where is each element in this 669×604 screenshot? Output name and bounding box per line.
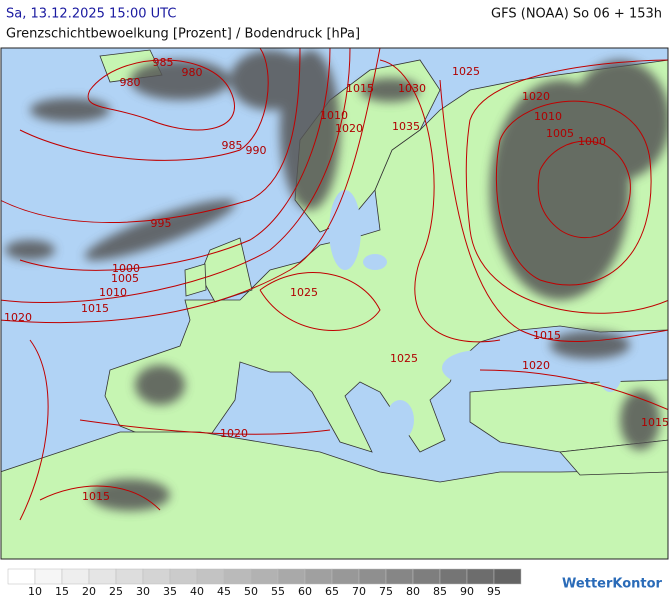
isobar-label: 1025	[390, 352, 418, 365]
legend-label: 35	[163, 585, 177, 598]
legend-swatch	[196, 568, 225, 585]
isobar-label: 1025	[452, 65, 480, 78]
isobar-label: 1015	[81, 302, 109, 315]
isobar-label: 1010	[320, 109, 348, 122]
isobar-label: 1005	[111, 272, 139, 285]
isobar-label: 1015	[346, 82, 374, 95]
isobar-label: 1025	[290, 286, 318, 299]
isobar-label: 1020	[335, 122, 363, 135]
legend-swatch	[304, 568, 333, 585]
legend-label: 25	[109, 585, 123, 598]
isobar-label: 1015	[641, 416, 669, 429]
isobar-label: 1020	[220, 427, 248, 440]
legend-label: 45	[217, 585, 231, 598]
isobar-label: 1015	[82, 490, 110, 503]
isobar-label: 1010	[99, 286, 127, 299]
legend-label: 55	[271, 585, 285, 598]
legend-swatch	[277, 568, 306, 585]
legend-label: 10	[28, 585, 42, 598]
valid-time: Sa, 13.12.2025 15:00 UTC	[6, 7, 176, 22]
legend-label: 75	[379, 585, 393, 598]
legend-label: 95	[487, 585, 501, 598]
legend-label: 70	[352, 585, 366, 598]
legend-swatch	[115, 568, 144, 585]
legend-swatch	[412, 568, 441, 585]
isobar-label: 1020	[522, 90, 550, 103]
legend-swatch	[88, 568, 117, 585]
legend-swatch	[439, 568, 468, 585]
isobars	[1, 48, 668, 521]
isobar-label: 1020	[4, 311, 32, 324]
legend-label: 90	[460, 585, 474, 598]
brand: WetterKontor	[562, 577, 663, 592]
legend-swatch	[169, 568, 198, 585]
cloud-cover	[5, 50, 668, 511]
legend-swatch	[61, 568, 90, 585]
isobar-label: 1000	[112, 262, 140, 275]
isobar-label: 1010	[534, 110, 562, 123]
isobar-label: 1005	[546, 127, 574, 140]
isobar-label: 1000	[578, 135, 606, 148]
legend-label: 65	[325, 585, 339, 598]
legend-label: 60	[298, 585, 312, 598]
legend-swatch	[223, 568, 252, 585]
legend-label: 15	[55, 585, 69, 598]
isobar-label: 1030	[398, 82, 426, 95]
isobar-label: 1035	[392, 120, 420, 133]
legend-swatch	[331, 568, 360, 585]
isobar-label: 990	[246, 144, 267, 157]
legend-label: 85	[433, 585, 447, 598]
subtitle: Grenzschichtbewoelkung [Prozent] / Boden…	[6, 27, 360, 42]
isobar-label: 1020	[522, 359, 550, 372]
isobar-label: 985	[153, 56, 174, 69]
isobar-label: 980	[182, 66, 203, 79]
legend-swatch	[385, 568, 414, 585]
legend-label: 20	[82, 585, 96, 598]
legend: 10 15 20 25 30 35 40 45 50 55 60 65 70 75 80 85 90 95	[7, 568, 522, 598]
isobar-label: 980	[120, 76, 141, 89]
map-frame	[0, 47, 669, 560]
isobar-label: 1015	[533, 329, 561, 342]
legend-swatch	[250, 568, 279, 585]
legend-swatch	[466, 568, 495, 585]
legend-label: 80	[406, 585, 420, 598]
isobar-label: 995	[151, 217, 172, 230]
legend-swatch	[34, 568, 63, 585]
legend-label: 50	[244, 585, 258, 598]
legend-swatch	[493, 568, 522, 585]
model-run: GFS (NOAA) So 06 + 153h	[491, 7, 662, 22]
legend-swatch	[358, 568, 387, 585]
legend-swatch	[142, 568, 171, 585]
legend-label: 30	[136, 585, 150, 598]
isobar-label: 985	[222, 139, 243, 152]
legend-label: 40	[190, 585, 204, 598]
legend-swatch	[7, 568, 36, 585]
